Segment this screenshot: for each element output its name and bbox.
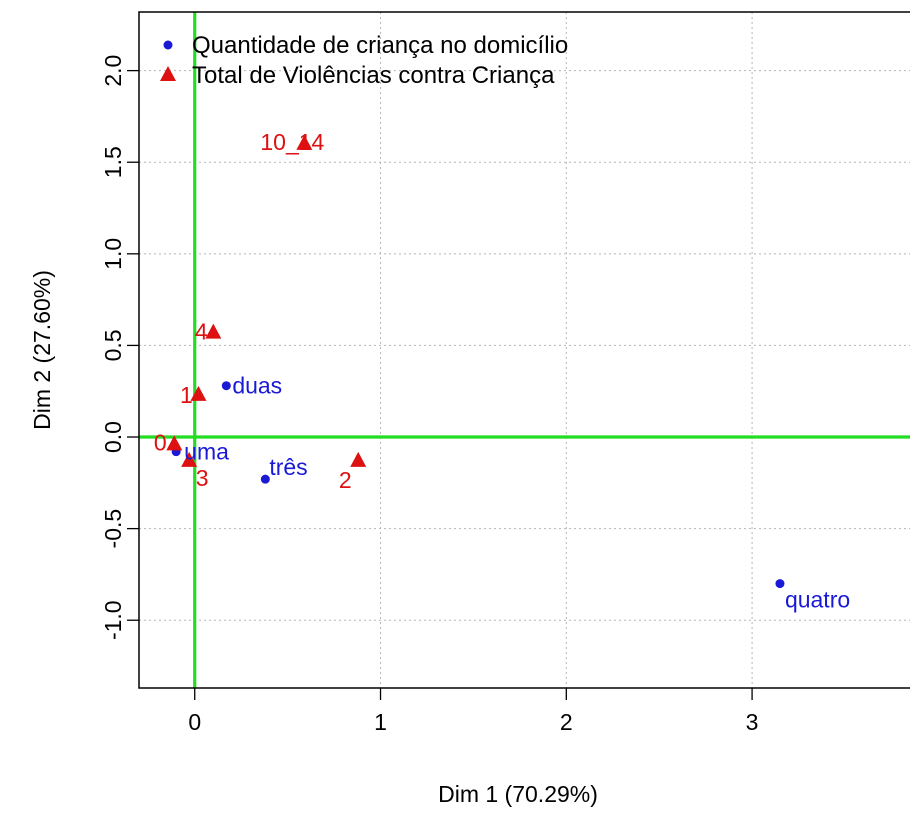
y-tick-label: -0.5 [100, 509, 126, 549]
data-point-triangle [296, 134, 313, 150]
data-point-label: 10_14 [260, 129, 324, 155]
data-point-label: quatro [785, 587, 850, 613]
data-point-circle [260, 474, 270, 484]
data-points [166, 134, 785, 589]
y-tick-label: 1.5 [100, 146, 126, 178]
x-tick-label: 2 [560, 709, 573, 735]
x-tick-label: 3 [746, 709, 759, 735]
data-point-label: três [269, 454, 307, 480]
data-point-triangle [166, 435, 183, 451]
axis-ticks: 0 1 2 3-1.0-0.50.00.51.01.52.0 [100, 55, 758, 735]
data-point-triangle [190, 385, 207, 401]
data-point-label: 1 [180, 382, 193, 408]
plot-frame [138, 11, 910, 689]
data-point-label: duas [232, 373, 282, 399]
reference-lines [139, 12, 910, 688]
y-tick-label: 1.0 [100, 238, 126, 270]
y-tick-label: -1.0 [100, 600, 126, 640]
legend-circle-marker [163, 40, 173, 50]
data-point-label: uma [184, 439, 229, 465]
data-point-label: 2 [339, 467, 352, 493]
legend: Quantidade de criança no domicílio Total… [160, 32, 568, 89]
y-tick-label: 0.5 [100, 329, 126, 361]
legend-label-series-2: Total de Violências contra Criança [192, 62, 555, 89]
data-point-circle [221, 381, 231, 391]
data-point-circle [775, 579, 785, 589]
y-tick-label: 2.0 [100, 55, 126, 87]
x-tick-label: 0 [188, 709, 201, 735]
y-tick-label: 0.0 [100, 421, 126, 453]
data-point-label: 0 [154, 429, 167, 455]
y-axis-label: Dim 2 (27.60%) [29, 270, 55, 430]
data-point-triangle [181, 451, 198, 467]
point-labels: uma duas três quatro 01 2 3 4 10_14 [154, 129, 850, 613]
x-tick-label: 1 [374, 709, 387, 735]
data-point-label: 3 [196, 465, 209, 491]
data-point-label: 4 [195, 319, 208, 345]
x-axis-label: Dim 1 (70.29%) [438, 781, 598, 807]
legend-triangle-marker [160, 66, 176, 81]
data-point-triangle [350, 451, 367, 467]
data-point-triangle [205, 323, 222, 339]
legend-label-series-1: Quantidade de criança no domicílio [192, 32, 568, 59]
